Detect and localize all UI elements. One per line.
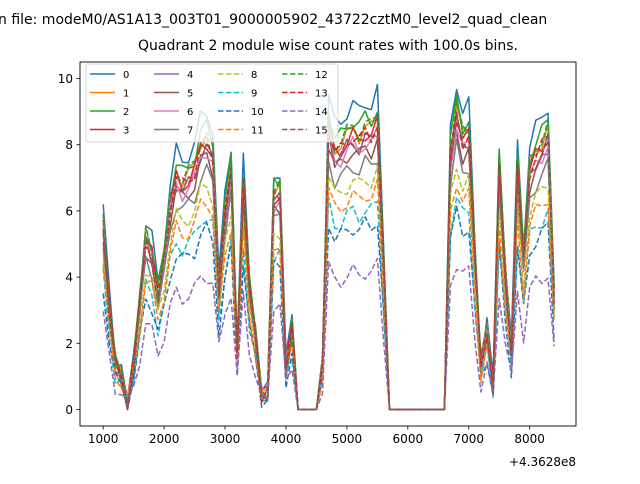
legend-label-7: 7 xyxy=(187,126,193,137)
y-tick-label: 4 xyxy=(65,271,73,285)
x-tick-label: 8000 xyxy=(514,432,545,446)
figure-suptitle: n file: modeM0/AS1A13_003T01_9000005902_… xyxy=(0,12,547,28)
legend-label-14: 14 xyxy=(315,107,328,118)
series-line-10 xyxy=(102,205,555,411)
legend-label-15: 15 xyxy=(315,126,328,137)
x-tick-label: 7000 xyxy=(453,432,484,446)
chart-title: Quadrant 2 module wise count rates with … xyxy=(138,38,518,54)
legend-label-6: 6 xyxy=(187,107,193,118)
legend-label-3: 3 xyxy=(123,126,129,137)
y-tick-label: 2 xyxy=(65,337,73,351)
y-tick-label: 10 xyxy=(58,72,73,86)
legend-label-13: 13 xyxy=(315,89,328,100)
x-tick-label: 3000 xyxy=(210,432,241,446)
y-tick-label: 0 xyxy=(65,403,73,417)
legend-label-1: 1 xyxy=(123,89,129,100)
legend-label-0: 0 xyxy=(123,70,129,81)
x-tick-label: 6000 xyxy=(393,432,424,446)
legend-label-8: 8 xyxy=(251,70,257,81)
x-tick-label: 4000 xyxy=(271,432,302,446)
series-line-14 xyxy=(102,257,555,411)
legend-label-12: 12 xyxy=(315,70,328,81)
legend-label-11: 11 xyxy=(251,126,264,137)
x-tick-label: 2000 xyxy=(149,432,180,446)
legend-label-9: 9 xyxy=(251,89,257,100)
legend-box xyxy=(85,63,339,143)
x-tick-label: 5000 xyxy=(332,432,363,446)
series-line-11 xyxy=(102,178,555,411)
legend-label-4: 4 xyxy=(187,70,193,81)
legend-label-10: 10 xyxy=(251,107,264,118)
axes-frame xyxy=(79,61,577,427)
legend-label-2: 2 xyxy=(123,107,129,118)
y-tick-label: 6 xyxy=(65,204,73,218)
legend-label-5: 5 xyxy=(187,89,193,100)
x-tick-label: 1000 xyxy=(88,432,119,446)
x-offset-label: +4.3628e8 xyxy=(509,455,576,469)
y-tick-label: 8 xyxy=(65,138,73,152)
